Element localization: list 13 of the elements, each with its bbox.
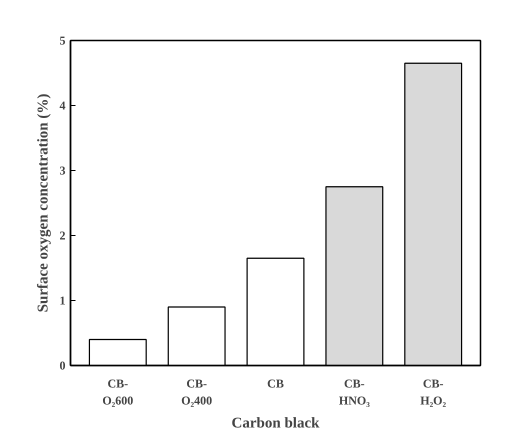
- x-tick-label: CB: [267, 376, 284, 390]
- y-tick-label: 2: [60, 228, 66, 242]
- y-tick-label: 0: [60, 358, 66, 372]
- x-tick-label: CB- O₂600: [102, 376, 134, 408]
- y-tick-label: 3: [60, 164, 66, 178]
- x-tick-label: CB- HNO₃: [338, 376, 370, 408]
- y-axis-title: Surface oxygen concentration (%): [36, 94, 52, 312]
- y-tick-label: 4: [60, 98, 66, 112]
- y-tick-label: 1: [60, 294, 66, 308]
- x-axis-title: Carbon black: [232, 415, 320, 432]
- x-tick-label: CB- H₂O₂: [420, 376, 447, 408]
- x-tick-label: CB- O₂400: [181, 376, 212, 408]
- y-tick-label: 5: [60, 34, 66, 48]
